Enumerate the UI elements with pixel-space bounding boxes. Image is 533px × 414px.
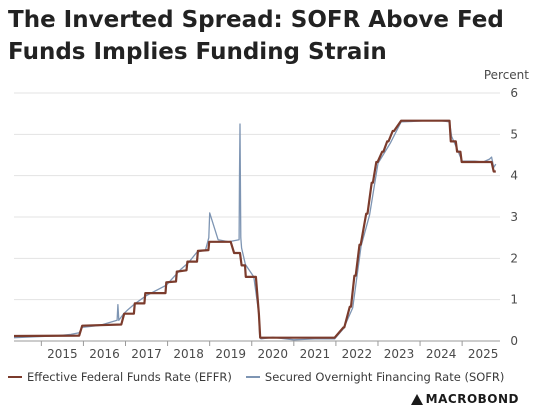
- y-axis-unit-label: Percent: [484, 68, 529, 82]
- x-tick-label-2015: 2015: [47, 347, 78, 361]
- legend-label-effr: Effective Federal Funds Rate (EFFR): [27, 370, 232, 384]
- legend-item-effr: Effective Federal Funds Rate (EFFR): [8, 370, 232, 384]
- legend-label-sofr: Secured Overnight Financing Rate (SOFR): [264, 370, 505, 384]
- series-line-effr: [13, 119, 496, 339]
- axes: [14, 340, 500, 346]
- series-group: [13, 119, 497, 341]
- series-line-sofr: [13, 120, 497, 341]
- legend-item-sofr: Secured Overnight Financing Rate (SOFR): [245, 370, 505, 384]
- x-tick-label-2022: 2022: [342, 347, 373, 361]
- macrobond-logo-icon: [410, 393, 423, 405]
- macrobond-logo: MACROBOND: [410, 392, 519, 406]
- logo-text: MACROBOND: [425, 392, 519, 406]
- y-tick-label-1: 1: [510, 293, 518, 307]
- x-tick-label-2021: 2021: [300, 347, 331, 361]
- x-tick-label-2020: 2020: [258, 347, 289, 361]
- legend-swatch-effr: [8, 376, 22, 378]
- legend-swatch-sofr: [245, 376, 260, 378]
- y-tick-label-0: 0: [510, 334, 518, 348]
- tick-labels: 0 1 2 3 4 5 6 Percent 2015 2016 2017 2018 2019 2020 20…: [47, 68, 529, 361]
- x-tick-label-2019: 2019: [215, 347, 246, 361]
- y-tick-label-6: 6: [510, 86, 518, 100]
- chart-title: The Inverted Spread: SOFR Above Fed Fund…: [8, 7, 504, 65]
- y-tick-label-3: 3: [510, 210, 518, 224]
- y-tick-label-4: 4: [510, 169, 518, 183]
- x-tick-label-2025: 2025: [468, 347, 499, 361]
- x-tick-label-2023: 2023: [384, 347, 415, 361]
- y-tick-label-2: 2: [510, 251, 518, 265]
- x-tick-label-2024: 2024: [426, 347, 457, 361]
- legend: Effective Federal Funds Rate (EFFR) Secu…: [8, 370, 504, 384]
- x-tick-label-2017: 2017: [131, 347, 162, 361]
- y-tick-label-5: 5: [510, 127, 518, 141]
- x-tick-label-2018: 2018: [173, 347, 204, 361]
- x-tick-label-2016: 2016: [89, 347, 120, 361]
